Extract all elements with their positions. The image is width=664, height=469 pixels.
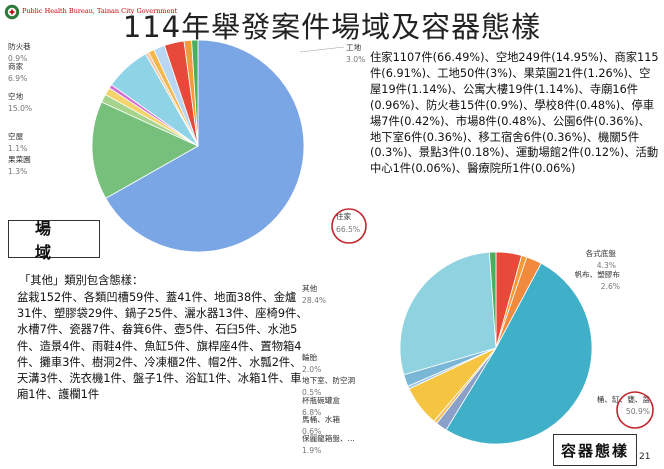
pie1-highlight-circle-0	[331, 208, 367, 244]
pie2-highlight-circle-3	[616, 391, 654, 429]
pie2-slice-3	[445, 262, 593, 445]
org-name: Public Health Bureau, Tainan City Govern…	[22, 7, 178, 15]
pie1-pct-9: 3.0%	[346, 55, 365, 64]
venue-stats-text: 住家1107件(66.49%)、空地249件(14.95%)、商家115件(6.…	[370, 51, 659, 176]
pie1-pct-2: 1.3%	[8, 167, 27, 176]
pie2-label-0: 各式底盤	[586, 248, 617, 258]
pie2-pct-9: 28.4%	[302, 296, 326, 305]
pie1-slice-0	[105, 39, 305, 253]
pie1-slice-11	[191, 39, 199, 147]
page-number: 21	[639, 452, 651, 462]
pie2-pct-8: 2.0%	[302, 365, 321, 374]
pie1-label-1: 空地	[8, 91, 24, 101]
container-box-label: 容器態樣	[553, 434, 637, 466]
pie2-pct-0: 4.3%	[597, 261, 616, 270]
other-note-text: 盆栽152件、各類凹槽59件、蓋41件、地面38件、金爐31件、塑膠袋29件、鍋…	[17, 291, 308, 402]
pie2-pct-4: 1.9%	[302, 446, 321, 455]
pie1-pct-5: 6.9%	[8, 74, 27, 83]
page-title: 114年舉發案件場域及容器態樣	[122, 10, 542, 44]
pie1-label-2: 果菜園	[8, 154, 31, 164]
bureau-logo-icon	[4, 4, 20, 20]
pie2-label-7: 地下室、防空洞	[302, 375, 356, 385]
pie2-pct-6: 6.8%	[302, 408, 321, 417]
pie1-leader-9	[299, 46, 345, 53]
pie1-pct-1: 15.0%	[8, 104, 32, 113]
pie1-slice-1	[91, 101, 199, 199]
pie1-label-3: 空屋	[8, 131, 24, 141]
pie1-pct-0: 66.5%	[336, 225, 360, 234]
pie1-pct-3: 1.1%	[8, 144, 27, 153]
pie2-label-9: 其他	[302, 283, 318, 293]
pie2-label-5: 馬桶、水箱	[302, 414, 340, 424]
other-note-title: 「其他」類別包含態樣：	[19, 274, 144, 287]
pie2-label-3: 桶、缸、甕、盆	[597, 394, 651, 404]
pie1-label-5: 商家	[8, 61, 24, 71]
pie2-label-8: 輪胎	[302, 352, 318, 362]
pie2-slice-10	[488, 251, 497, 349]
pie2-pct-7: 0.5%	[302, 388, 321, 397]
pie1-label-7: 防火巷	[8, 41, 31, 51]
venue-box-label: 場域	[8, 219, 100, 262]
pie2-pct-2: 2.6%	[601, 282, 620, 291]
pie2-label-6: 杯瓶碗罐盒	[302, 395, 340, 405]
pie1-pct-7: 0.9%	[8, 54, 27, 63]
pie2-slice-9	[399, 251, 497, 376]
pie2-pct-3: 50.9%	[626, 407, 650, 416]
pie2-label-4: 保麗龍箱盤、...	[302, 433, 355, 443]
pie2-pct-5: 0.6%	[302, 427, 321, 436]
pie1-label-9: 工地	[346, 42, 362, 52]
pie1-label-0: 住家	[336, 211, 352, 221]
pie2-label-2: 帆布、塑膠布	[574, 269, 620, 279]
